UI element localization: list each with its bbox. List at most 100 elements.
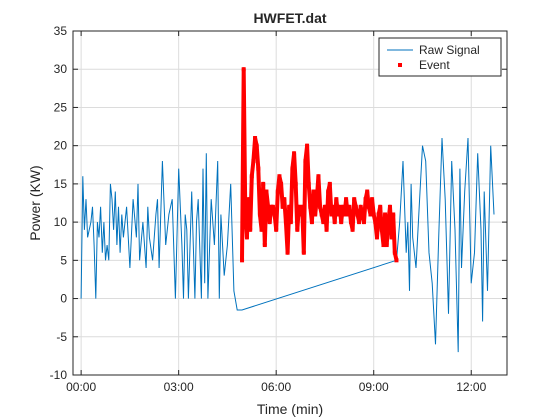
- x-tick-label: 03:00: [164, 380, 194, 394]
- event-point: [332, 220, 337, 225]
- event-point: [270, 204, 275, 209]
- event-point: [337, 204, 342, 209]
- event-point: [249, 174, 254, 179]
- event-point: [386, 220, 391, 225]
- event-point: [391, 212, 396, 217]
- event-point: [257, 212, 262, 217]
- event-point: [327, 181, 332, 186]
- event-point: [373, 220, 378, 225]
- plot-area: [80, 67, 495, 353]
- event-point: [293, 181, 298, 186]
- event-point: [240, 258, 245, 263]
- event-point: [378, 204, 383, 209]
- event-point: [347, 204, 352, 209]
- event-point: [267, 220, 272, 225]
- x-tick-label: 12:00: [456, 380, 486, 394]
- event-point: [368, 212, 373, 217]
- event-point: [339, 220, 344, 225]
- event-point: [319, 212, 324, 217]
- event-point: [376, 212, 381, 217]
- event-point: [358, 204, 363, 209]
- series-event-trace: [240, 67, 399, 261]
- event-point: [264, 189, 269, 194]
- event-point: [301, 250, 306, 255]
- event-point: [383, 212, 388, 217]
- event-point: [256, 166, 261, 171]
- event-point: [298, 212, 303, 217]
- y-tick-label: 10: [54, 215, 68, 229]
- event-point: [350, 227, 355, 232]
- event-point: [334, 197, 339, 202]
- event-point: [355, 212, 360, 217]
- event-point: [345, 212, 350, 217]
- legend-label-raw-signal: Raw Signal: [419, 43, 480, 57]
- event-point: [300, 204, 305, 209]
- event-point: [311, 189, 316, 194]
- event-point: [324, 227, 329, 232]
- event-point: [279, 181, 284, 186]
- event-point: [292, 151, 297, 156]
- y-axis-label: Power (KW): [27, 165, 43, 240]
- legend-box: [378, 37, 502, 77]
- y-tick-label: -10: [50, 368, 68, 382]
- event-point: [322, 204, 327, 209]
- event-point: [340, 204, 345, 209]
- x-axis-label: Time (min): [257, 401, 323, 417]
- event-point: [290, 166, 295, 171]
- event-point: [366, 204, 371, 209]
- event-point: [379, 227, 384, 232]
- series-line-raw-signal: [80, 137, 495, 353]
- event-point: [321, 220, 326, 225]
- event-point: [288, 220, 293, 225]
- y-tick-label: 25: [54, 100, 68, 114]
- event-point: [241, 67, 246, 72]
- event-point: [259, 227, 264, 232]
- event-point: [363, 197, 368, 202]
- event-point: [246, 197, 251, 202]
- event-point: [306, 181, 311, 186]
- event-point: [314, 197, 319, 202]
- chart-title: HWFET.dat: [253, 10, 326, 26]
- event-point: [285, 250, 290, 255]
- event-point: [253, 136, 258, 141]
- y-tick-label: 15: [54, 177, 68, 191]
- x-axis: 00:00 03:00 06:00 09:00 12:00: [66, 31, 487, 394]
- event-point: [335, 212, 340, 217]
- x-tick-label: 06:00: [261, 380, 291, 394]
- y-tick-label: 20: [54, 139, 68, 153]
- event-point: [283, 220, 288, 225]
- y-tick-label: 0: [60, 292, 67, 306]
- event-point: [296, 204, 301, 209]
- event-point: [266, 204, 271, 209]
- event-point: [342, 212, 347, 217]
- event-point: [261, 181, 266, 186]
- event-point: [305, 143, 310, 148]
- event-point: [387, 204, 392, 209]
- plot-border: [72, 30, 508, 376]
- event-point: [251, 158, 256, 163]
- event-point: [357, 220, 362, 225]
- event-point: [262, 243, 267, 248]
- event-point: [361, 220, 366, 225]
- event-point: [389, 235, 394, 240]
- event-point: [280, 204, 285, 209]
- event-point: [331, 204, 336, 209]
- event-point: [392, 250, 397, 255]
- y-tick-label: 5: [60, 253, 67, 267]
- x-tick-label: 09:00: [359, 380, 389, 394]
- y-tick-label: -5: [56, 330, 67, 344]
- event-point: [243, 212, 248, 217]
- legend-swatch-event: [398, 63, 402, 67]
- event-point: [316, 174, 321, 179]
- event-point: [365, 189, 370, 194]
- y-tick-label: 30: [54, 62, 68, 76]
- event-point: [370, 197, 375, 202]
- event-point: [295, 227, 300, 232]
- event-point: [353, 204, 358, 209]
- event-point: [326, 189, 331, 194]
- event-point: [360, 212, 365, 217]
- event-point: [282, 197, 287, 202]
- event-point: [287, 204, 292, 209]
- event-point: [384, 243, 389, 248]
